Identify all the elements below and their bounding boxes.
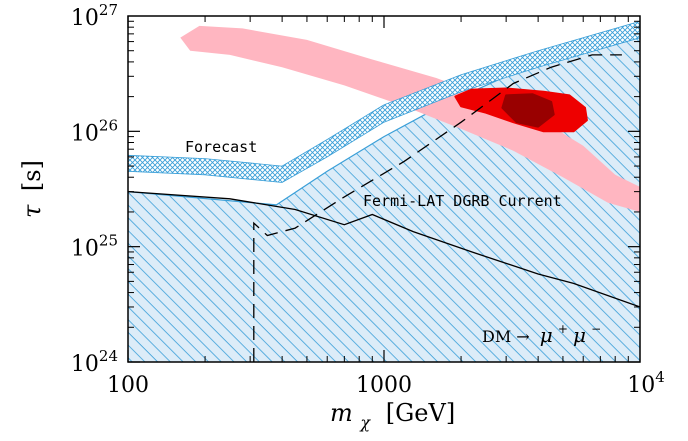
forecast-band — [128, 20, 640, 183]
y-tick-label-base: 10 — [71, 6, 99, 31]
y-tick-label-base: 10 — [71, 352, 99, 377]
y-tick-label-base: 10 — [71, 121, 99, 146]
x-tick-label-base: 10 — [627, 373, 655, 398]
y-axis-label: τ [s] — [18, 160, 46, 218]
y-tick-label: 1027 — [71, 1, 118, 31]
y-tick-label-exp: 26 — [99, 116, 118, 134]
x-tick-label: 1000 — [356, 373, 412, 398]
channel-minus: − — [591, 322, 601, 336]
y-axis-var: τ — [18, 204, 46, 218]
channel-mu1: μ — [540, 323, 553, 347]
y-tick-label: 1026 — [71, 116, 118, 146]
x-tick-label-exp: 4 — [655, 368, 665, 386]
forecast-label: Forecast — [185, 138, 257, 156]
y-axis-unit: [s] — [18, 160, 46, 191]
x-axis-label: m χ [GeV] — [330, 399, 455, 434]
channel-mu2: μ — [573, 323, 586, 347]
current-limit-label: Fermi-LAT DGRB Current — [363, 192, 562, 210]
plot-area — [128, 20, 640, 362]
y-tick-label-exp: 24 — [99, 347, 118, 365]
pink-region — [180, 25, 640, 212]
y-tick-label-exp: 25 — [99, 232, 118, 250]
x-tick-label: 104 — [627, 368, 665, 398]
y-tick-label-base: 10 — [71, 237, 99, 262]
dashed-limit-line — [253, 54, 622, 362]
y-tick-label: 1025 — [71, 232, 118, 262]
channel-plus: + — [558, 322, 568, 336]
channel-label: DM → μ + μ − — [482, 318, 601, 347]
darkred-region — [501, 93, 555, 128]
x-tick-label: 100 — [107, 373, 149, 398]
solid-limit-line — [128, 190, 640, 308]
y-tick-label-exp: 27 — [99, 1, 118, 19]
y-tick-label: 1024 — [71, 347, 118, 377]
channel-prefix: DM → — [482, 327, 530, 346]
x-axis-unit: [GeV] — [386, 399, 455, 427]
x-axis-sub: χ — [359, 413, 371, 432]
x-axis-var: m — [330, 399, 353, 427]
